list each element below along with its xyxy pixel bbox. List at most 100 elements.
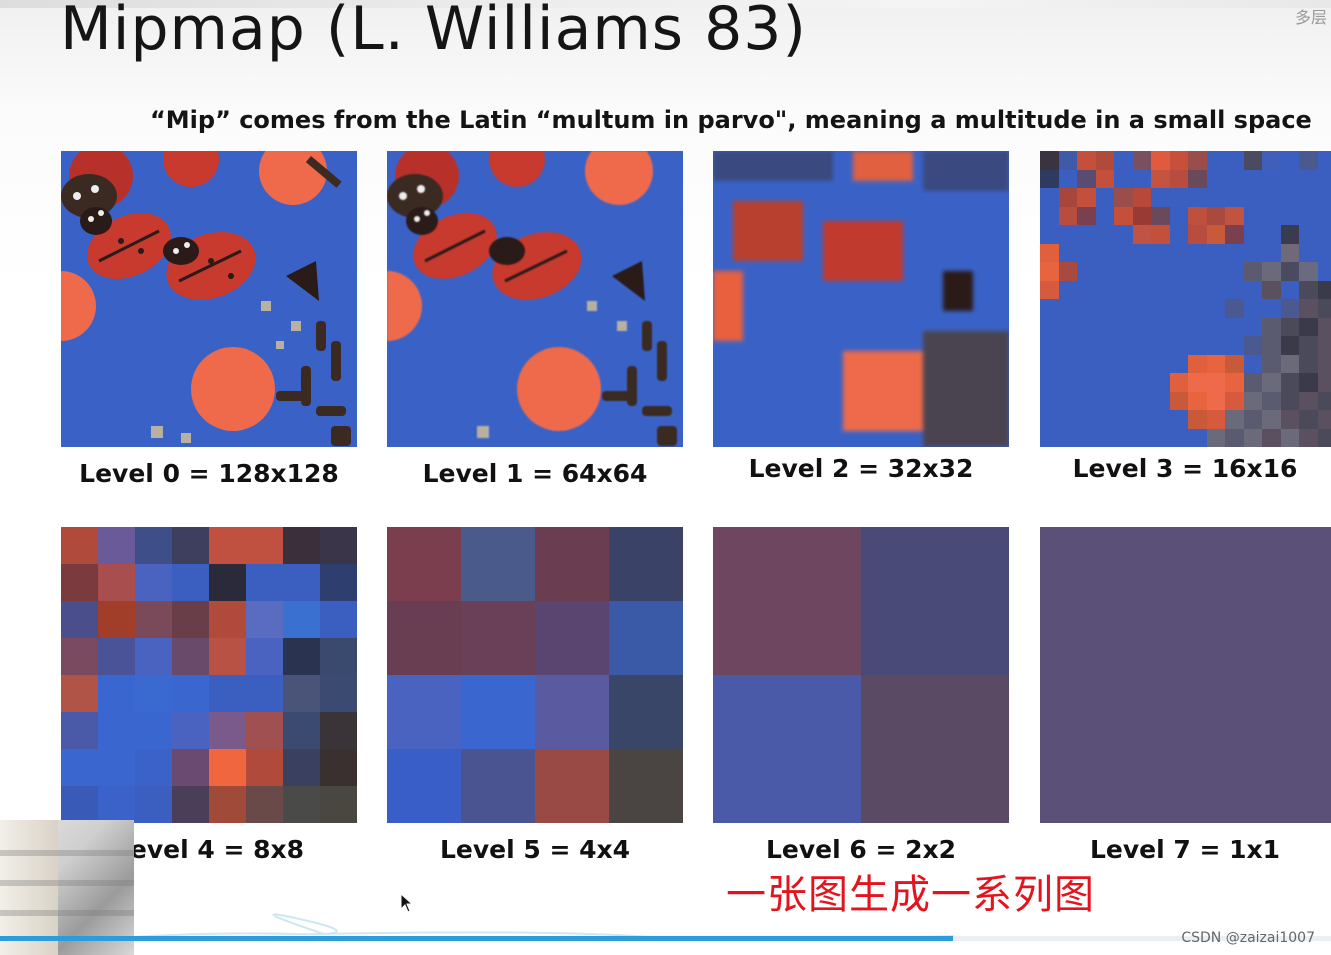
video-progress-bar[interactable] (0, 936, 1331, 941)
pixel-cell (135, 564, 172, 601)
pixel-cell (609, 527, 683, 601)
pixel-cell (172, 638, 209, 675)
pixel-cell (1243, 225, 1262, 244)
pixel-cell (320, 712, 357, 749)
pixel-cell (1225, 391, 1244, 410)
pixel-cell (1151, 262, 1170, 281)
pixel-cell (1040, 225, 1059, 244)
pixel-cell (1243, 410, 1262, 429)
pixel-cell (1114, 151, 1133, 170)
pixel-cell (1188, 373, 1207, 392)
pixel-cell (1262, 243, 1281, 262)
pixel-cell (1040, 188, 1059, 207)
pixel-cell (535, 527, 609, 601)
pixel-cell (1132, 299, 1151, 318)
pixel-cell (1114, 299, 1133, 318)
pixel-cell (1095, 243, 1114, 262)
pixel-cell (1243, 169, 1262, 188)
pixel-cell (283, 749, 320, 786)
pixel-cell (246, 749, 283, 786)
pixel-cell (135, 749, 172, 786)
pixel-cell (1114, 391, 1133, 410)
pixel-cell (1188, 169, 1207, 188)
pixel-cell (1132, 428, 1151, 447)
pixel-cell (1169, 428, 1188, 447)
pixel-cell (1040, 336, 1059, 355)
pixel-cell (1262, 336, 1281, 355)
pixel-cell (1206, 428, 1225, 447)
pixel-cell (1299, 299, 1318, 318)
pixel-cell (1299, 169, 1318, 188)
pixel-cell (1169, 299, 1188, 318)
pixel-cell (1169, 243, 1188, 262)
pixel-cell (1317, 206, 1331, 225)
pixel-cell (1169, 225, 1188, 244)
pixel-cell (1317, 243, 1331, 262)
pixel-cell (1132, 336, 1151, 355)
pixel-cell (98, 675, 135, 712)
pixel-cell (1077, 243, 1096, 262)
video-progress-fill (0, 936, 953, 941)
pixel-cell (172, 749, 209, 786)
pixel-cell (1299, 151, 1318, 170)
pixel-cell (1077, 428, 1096, 447)
pixel-cell (209, 749, 246, 786)
pixel-cell (1299, 188, 1318, 207)
pixel-cell (609, 601, 683, 675)
pixel-cell (387, 601, 461, 675)
pixel-cell (1151, 206, 1170, 225)
pixel-cell (1243, 373, 1262, 392)
pixel-cell (1114, 280, 1133, 299)
pixel-cell (283, 638, 320, 675)
pixel-cell (1132, 243, 1151, 262)
pixel-cell (1095, 410, 1114, 429)
pixel-cell (320, 527, 357, 564)
pixel-cell (461, 527, 535, 601)
csdn-watermark: CSDN @zaizai1007 (1181, 930, 1315, 946)
pixel-cell (609, 675, 683, 749)
pixel-cell (1077, 299, 1096, 318)
pixel-cell (209, 675, 246, 712)
pixel-cell (1058, 391, 1077, 410)
pixel-cell (1169, 317, 1188, 336)
level-2-caption: Level 2 = 32x32 (748, 454, 974, 483)
pixel-cell (1317, 280, 1331, 299)
pixel-cell (1132, 188, 1151, 207)
pixel-cell (1280, 336, 1299, 355)
pixel-cell (1206, 243, 1225, 262)
pixel-cell (98, 786, 135, 823)
pixel-cell (1317, 391, 1331, 410)
pixel-cell (1299, 391, 1318, 410)
pixel-cell (1151, 188, 1170, 207)
pixel-cell (1299, 317, 1318, 336)
pixel-cell (1040, 373, 1059, 392)
pixel-cell (1225, 280, 1244, 299)
pixel-cell (1280, 151, 1299, 170)
pixel-cell (1262, 188, 1281, 207)
pixel-cell (61, 749, 98, 786)
level-4-caption: Level 4 = 8x8 (113, 835, 305, 864)
pixel-cell (283, 564, 320, 601)
pixel-cell (1040, 206, 1059, 225)
pixel-cell (1040, 169, 1059, 188)
pixel-cell (1188, 280, 1207, 299)
pixel-cell (609, 749, 683, 823)
pixel-cell (1206, 410, 1225, 429)
pixel-cell (1317, 262, 1331, 281)
pixel-cell (1188, 262, 1207, 281)
pixel-cell (1206, 391, 1225, 410)
pixel-cell (1132, 317, 1151, 336)
pixel-cell (1280, 373, 1299, 392)
pixel-cell (1077, 317, 1096, 336)
pixel-cell (1280, 262, 1299, 281)
pixel-cell (283, 786, 320, 823)
pixel-cell (1114, 336, 1133, 355)
pixel-cell (172, 786, 209, 823)
pixel-cell (1188, 243, 1207, 262)
pixel-cell (535, 601, 609, 675)
pixel-cell (1262, 225, 1281, 244)
pixel-cell (1243, 354, 1262, 373)
pixel-cell (1151, 317, 1170, 336)
pixel-cell (1317, 169, 1331, 188)
pixel-cell (1188, 188, 1207, 207)
